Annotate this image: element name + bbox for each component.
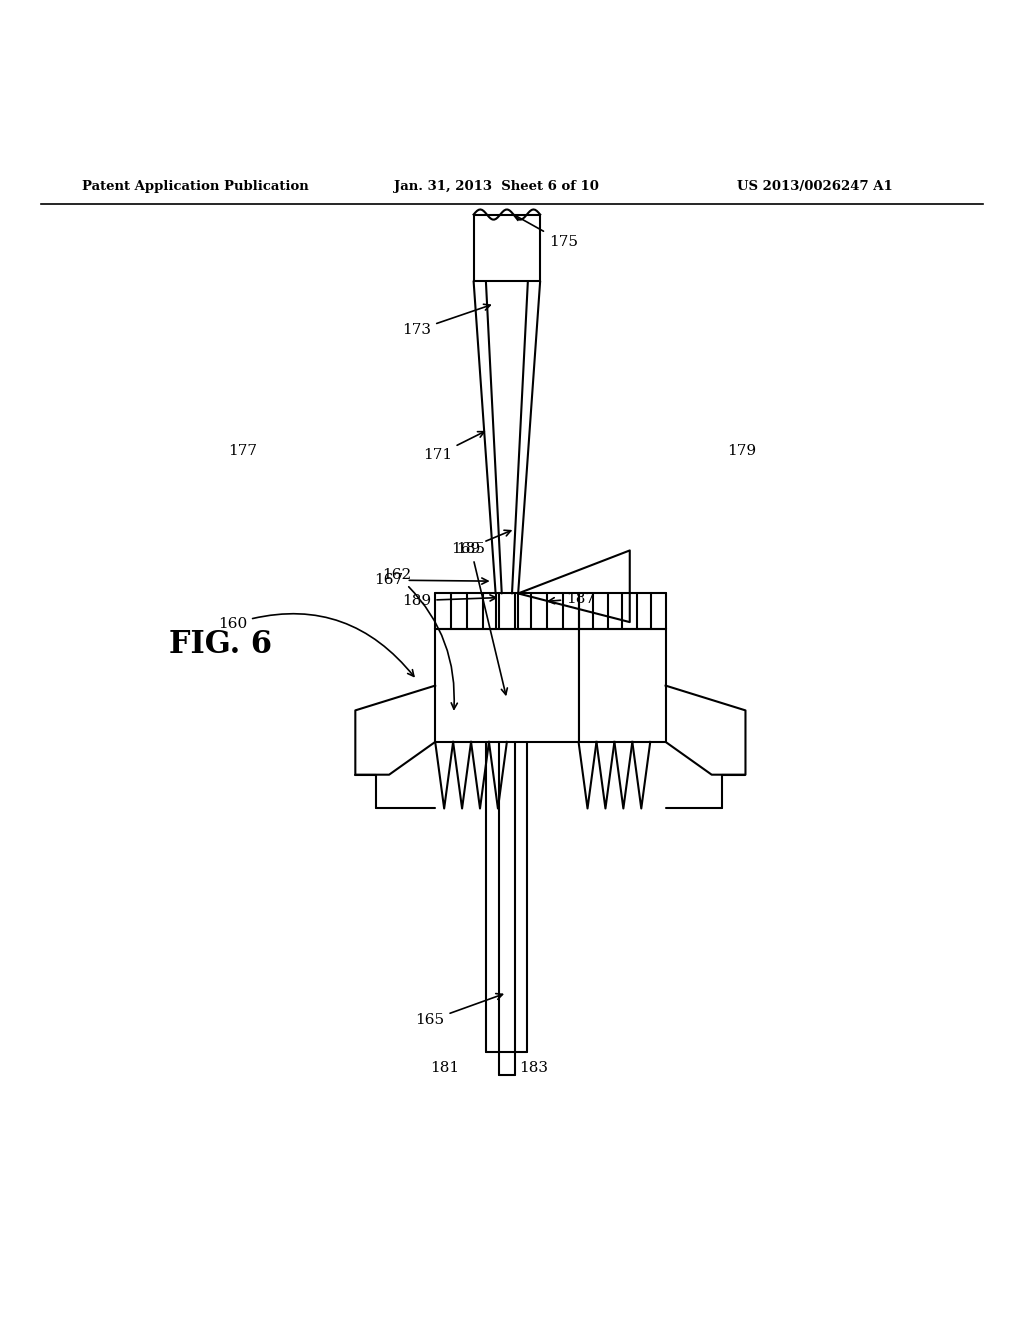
- Text: 167: 167: [375, 573, 487, 587]
- Text: 165: 165: [416, 994, 503, 1027]
- Bar: [579, 630, 666, 742]
- Text: Patent Application Publication: Patent Application Publication: [82, 181, 308, 194]
- Text: 185: 185: [457, 543, 507, 694]
- Text: 173: 173: [402, 304, 490, 338]
- Text: FIG. 6: FIG. 6: [169, 630, 272, 660]
- Text: 160: 160: [218, 614, 414, 676]
- Bar: [473, 215, 541, 281]
- Text: 181: 181: [430, 1061, 459, 1074]
- Bar: [435, 630, 579, 742]
- Text: 175: 175: [514, 215, 578, 249]
- Text: Jan. 31, 2013  Sheet 6 of 10: Jan. 31, 2013 Sheet 6 of 10: [394, 181, 599, 194]
- Text: 183: 183: [519, 1061, 548, 1074]
- Text: 187: 187: [549, 591, 595, 606]
- Text: 162: 162: [382, 568, 458, 709]
- Text: 169: 169: [452, 531, 511, 557]
- Text: US 2013/0026247 A1: US 2013/0026247 A1: [737, 181, 893, 194]
- Text: 179: 179: [727, 445, 756, 458]
- Text: 171: 171: [423, 432, 484, 462]
- Text: 189: 189: [402, 594, 496, 607]
- Text: 177: 177: [228, 445, 257, 458]
